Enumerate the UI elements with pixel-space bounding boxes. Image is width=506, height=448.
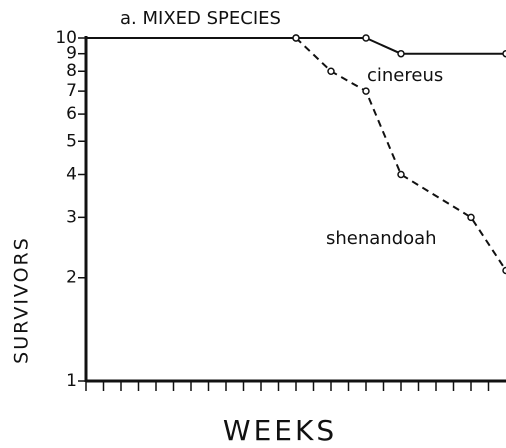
point: [397, 170, 405, 179]
point: [502, 266, 506, 275]
point: [362, 87, 370, 95]
y-tick-label: 2: [66, 268, 77, 288]
y-tick-label: 7: [66, 81, 77, 101]
point: [397, 49, 405, 58]
series-label: shenandoah: [326, 228, 437, 249]
y-tick-label: 6: [66, 104, 77, 124]
y-tick-label: 8: [66, 61, 77, 81]
chart-title: a. MIXED SPECIES: [120, 8, 281, 29]
y-tick-label: 9: [66, 44, 77, 64]
point: [292, 34, 300, 42]
y-tick-label: 1: [66, 371, 77, 391]
point: [362, 34, 370, 42]
point: [502, 49, 506, 58]
y-tick-label: 5: [66, 131, 77, 151]
point: [467, 213, 475, 222]
y-tick-label: 4: [66, 164, 77, 184]
x-axis-label: WEEKS: [223, 414, 337, 447]
y-axis-label: SURVIVORS: [11, 236, 33, 364]
series-label: cinereus: [367, 65, 443, 86]
series-line: [295, 37, 506, 272]
y-tick-label: 3: [66, 207, 77, 227]
y-tick-label: 10: [55, 28, 77, 48]
point: [327, 67, 335, 75]
